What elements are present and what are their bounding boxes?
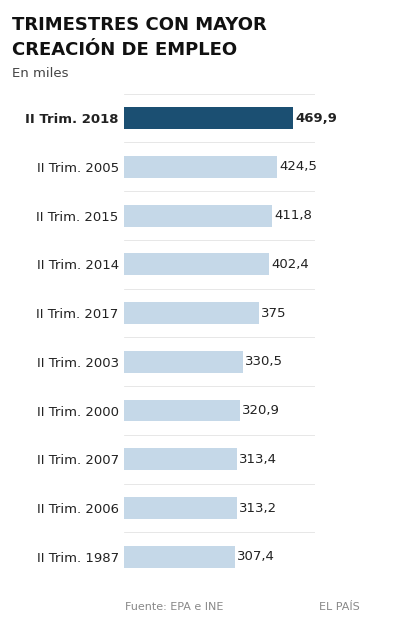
Text: EL PAÍS: EL PAÍS: [318, 602, 359, 612]
Bar: [124, 448, 236, 470]
Bar: [124, 497, 236, 519]
Text: 469,9: 469,9: [295, 111, 337, 125]
Text: 313,4: 313,4: [239, 453, 277, 466]
Bar: [124, 302, 258, 324]
Bar: [124, 351, 242, 372]
Text: 375: 375: [261, 307, 286, 319]
Text: 411,8: 411,8: [274, 209, 312, 222]
Bar: [124, 107, 292, 129]
Bar: [124, 254, 268, 275]
Text: 313,2: 313,2: [239, 501, 277, 515]
Text: 402,4: 402,4: [271, 258, 309, 271]
Text: CREACIÓN DE EMPLEO: CREACIÓN DE EMPLEO: [12, 41, 237, 59]
Bar: [124, 546, 234, 568]
Bar: [124, 399, 239, 421]
Text: TRIMESTRES CON MAYOR: TRIMESTRES CON MAYOR: [12, 16, 266, 34]
Text: 307,4: 307,4: [237, 550, 274, 563]
Bar: [124, 156, 276, 178]
Text: En miles: En miles: [12, 67, 69, 80]
Text: Fuente: EPA e INE: Fuente: EPA e INE: [124, 602, 223, 612]
Bar: [124, 205, 271, 227]
Text: 424,5: 424,5: [279, 160, 316, 173]
Text: 330,5: 330,5: [245, 356, 283, 368]
Text: 320,9: 320,9: [242, 404, 279, 417]
